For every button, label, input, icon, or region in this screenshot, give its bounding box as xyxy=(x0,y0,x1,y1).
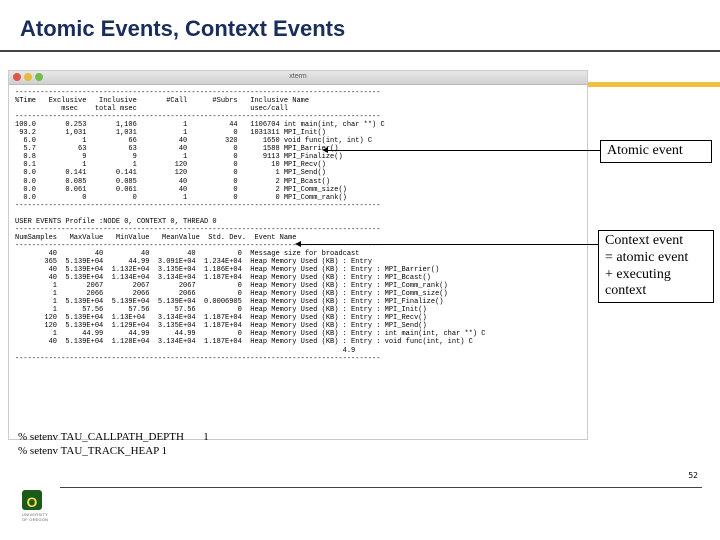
terminal-content: ----------------------------------------… xyxy=(9,85,587,367)
zoom-icon xyxy=(35,73,43,81)
terminal-window: xterm ----------------------------------… xyxy=(8,70,588,440)
window-title: xterm xyxy=(289,73,307,80)
window-titlebar: xterm xyxy=(9,71,587,85)
callout-line: + executing xyxy=(605,267,707,284)
logo-text: UNIVERSITY OF OREGON xyxy=(22,512,50,522)
callout-line: context xyxy=(605,283,707,300)
arrow-atomic xyxy=(325,150,600,151)
arrow-context xyxy=(298,244,598,245)
university-logo: O UNIVERSITY OF OREGON xyxy=(22,490,50,524)
window-controls xyxy=(13,73,43,81)
callout-context-event: Context event = atomic event + executing… xyxy=(598,230,714,303)
cmd-line: % setenv TAU_CALLPATH_DEPTH 1 xyxy=(18,430,209,444)
slide-title: Atomic Events, Context Events xyxy=(0,0,720,52)
cmd-text: % setenv TAU_CALLPATH_DEPTH xyxy=(18,431,184,443)
logo-o-icon: O xyxy=(22,490,42,510)
cmd-line: % setenv TAU_TRACK_HEAP 1 xyxy=(18,444,209,458)
minimize-icon xyxy=(24,73,32,81)
callout-atomic-event: Atomic event xyxy=(600,140,712,163)
callout-line: = atomic event xyxy=(605,250,707,267)
page-number: 52 xyxy=(686,471,700,480)
setenv-commands: % setenv TAU_CALLPATH_DEPTH 1 % setenv T… xyxy=(18,430,209,459)
cmd-value: 1 xyxy=(203,431,209,443)
close-icon xyxy=(13,73,21,81)
callout-line: Context event xyxy=(605,233,707,250)
footer-divider xyxy=(60,487,702,488)
